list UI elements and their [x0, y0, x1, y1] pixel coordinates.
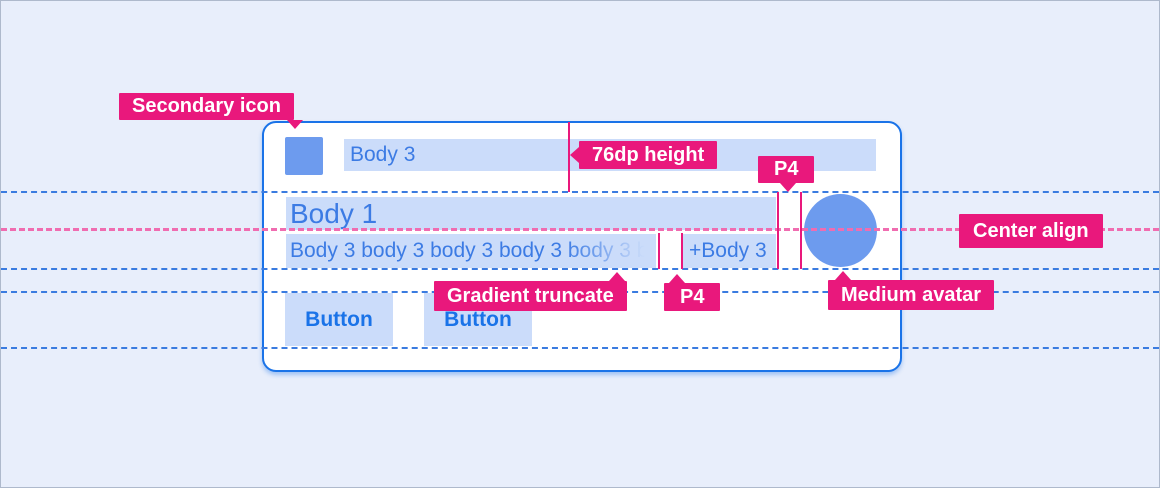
p4-bottom-label-text: P4: [680, 286, 705, 308]
height-label: 76dp height: [570, 141, 718, 169]
button-1[interactable]: Button: [285, 293, 393, 346]
gradient-truncate-label: Gradient truncate: [434, 272, 627, 311]
pointer-up-icon: [608, 272, 625, 281]
p4-bottom-label: P4: [664, 274, 721, 311]
p4-left-line-b: [681, 233, 683, 269]
gradient-truncate-overlay: [564, 234, 656, 268]
height-measure-line: [568, 122, 570, 192]
pointer-up-icon: [669, 274, 685, 283]
title-text: Body 1: [286, 197, 776, 230]
p4-top-label: P4: [758, 156, 815, 192]
pointer-down-icon: [780, 183, 796, 192]
secondary-icon-label: Secondary icon: [119, 93, 303, 129]
guide-line-buttons-bottom: [1, 347, 1159, 349]
guide-line-top: [1, 191, 1159, 193]
guide-line-mid: [1, 268, 1159, 270]
secondary-icon: [285, 137, 323, 175]
medium-avatar-label: Medium avatar: [828, 271, 995, 310]
height-label-text: 76dp height: [592, 144, 705, 166]
secondary-icon-label-text: Secondary icon: [132, 95, 281, 117]
p4-right-line-b: [800, 192, 802, 269]
more-text: +Body 3: [683, 234, 776, 268]
center-align-label: Center align: [959, 214, 1103, 248]
truncated-body-text: Body 3 body 3 body 3 body 3 body 3 body …: [286, 234, 656, 268]
p4-right-line-a: [777, 192, 779, 269]
p4-top-label-text: P4: [774, 158, 799, 180]
center-align-label-text: Center align: [973, 220, 1089, 242]
pointer-up-icon: [835, 271, 851, 280]
p4-left-line-a: [658, 233, 660, 269]
pointer-left-icon: [570, 147, 579, 163]
pointer-down-icon: [287, 120, 303, 129]
medium-avatar-label-text: Medium avatar: [841, 284, 982, 306]
center-align-guide-line: [1, 228, 1159, 231]
gradient-truncate-label-text: Gradient truncate: [447, 285, 614, 307]
